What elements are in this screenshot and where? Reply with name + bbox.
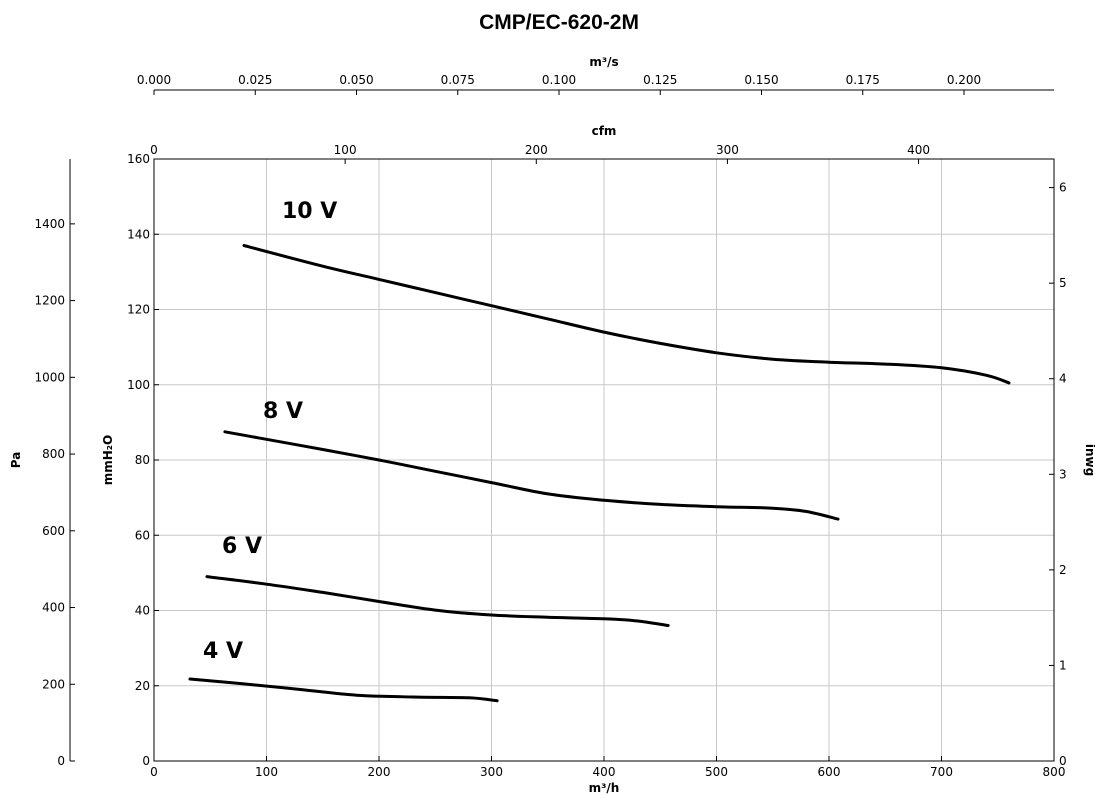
pa-tick-label: 1400 (34, 217, 65, 231)
grid-lines (153, 158, 1055, 762)
series-line-6v (205, 575, 670, 627)
pa-tick-label: 1000 (34, 370, 65, 384)
y-tick-label: 160 (127, 152, 150, 166)
series-label-4v: 4 V (203, 639, 243, 664)
cfm-tick-label: 400 (907, 143, 930, 157)
chart-title: CMP/EC-620-2M (479, 11, 639, 34)
pa-tick-label: 200 (42, 677, 65, 691)
y-tick-label: 80 (135, 453, 150, 467)
inwg-tick-label: 4 (1059, 372, 1067, 386)
series-label-6v: 6 V (222, 534, 262, 559)
y-tick-label: 20 (135, 679, 150, 693)
cfm-tick-label: 300 (716, 143, 739, 157)
series-line-4v (188, 677, 499, 703)
inwg-tick-label: 2 (1059, 563, 1067, 577)
m3s-tick-label: 0.175 (846, 73, 880, 87)
y-tick-label: 120 (127, 303, 150, 317)
inwg-tick-label: 0 (1059, 754, 1067, 768)
x-tick-label: 700 (930, 765, 953, 779)
pa-axis-label: Pa (9, 452, 23, 469)
m3s-tick-label: 0.125 (643, 73, 677, 87)
x-axis-label: m³/h (589, 781, 620, 795)
mmh2o-axis-label: mmH₂O (101, 435, 115, 486)
x-tick-label: 200 (368, 765, 391, 779)
y-tick-label: 0 (142, 754, 150, 768)
cfm-tick-label: 0 (150, 143, 158, 157)
x-tick-label: 500 (705, 765, 728, 779)
m3s-tick-label: 0.050 (339, 73, 373, 87)
series-label-10v: 10 V (282, 199, 337, 224)
x-tick-label: 400 (593, 765, 616, 779)
pa-tick-label: 600 (42, 524, 65, 538)
pa-tick-label: 400 (42, 601, 65, 615)
x-tick-label: 800 (1043, 765, 1066, 779)
inwg-tick-label: 3 (1059, 467, 1067, 481)
series-label-8v: 8 V (263, 399, 303, 424)
inwg-tick-label: 1 (1059, 658, 1067, 672)
inwg-tick-label: 6 (1059, 181, 1067, 195)
m3s-axis-label: m³/s (589, 55, 618, 69)
series-curves (188, 244, 1011, 703)
x-tick-label: 0 (150, 765, 158, 779)
pa-tick-label: 1200 (34, 294, 65, 308)
m3s-tick-label: 0.025 (238, 73, 272, 87)
y-tick-label: 140 (127, 227, 150, 241)
m3s-tick-label: 0.075 (441, 73, 475, 87)
x-tick-label: 100 (255, 765, 278, 779)
pa-tick-label: 800 (42, 447, 65, 461)
m3s-tick-label: 0.200 (947, 73, 981, 87)
m3s-tick-label: 0.100 (542, 73, 576, 87)
inwg-tick-label: 5 (1059, 276, 1067, 290)
cfm-tick-label: 200 (525, 143, 548, 157)
x-tick-label: 300 (480, 765, 503, 779)
y-tick-label: 60 (135, 528, 150, 542)
pa-tick-label: 0 (57, 754, 65, 768)
x-tick-label: 600 (818, 765, 841, 779)
series-line-10v (242, 244, 1011, 385)
series-line-8v (223, 430, 840, 521)
y-tick-label: 100 (127, 378, 150, 392)
inwg-axis-label: inwg (1083, 444, 1095, 476)
m3s-tick-label: 0.150 (744, 73, 778, 87)
y-tick-label: 40 (135, 604, 150, 618)
m3s-tick-label: 0.000 (137, 73, 171, 87)
axis-ticks: 0 100 200 300 400 500 600 700 800020406080100120… (34, 73, 1066, 779)
cfm-axis-label: cfm (592, 124, 617, 138)
cfm-tick-label: 100 (334, 143, 357, 157)
